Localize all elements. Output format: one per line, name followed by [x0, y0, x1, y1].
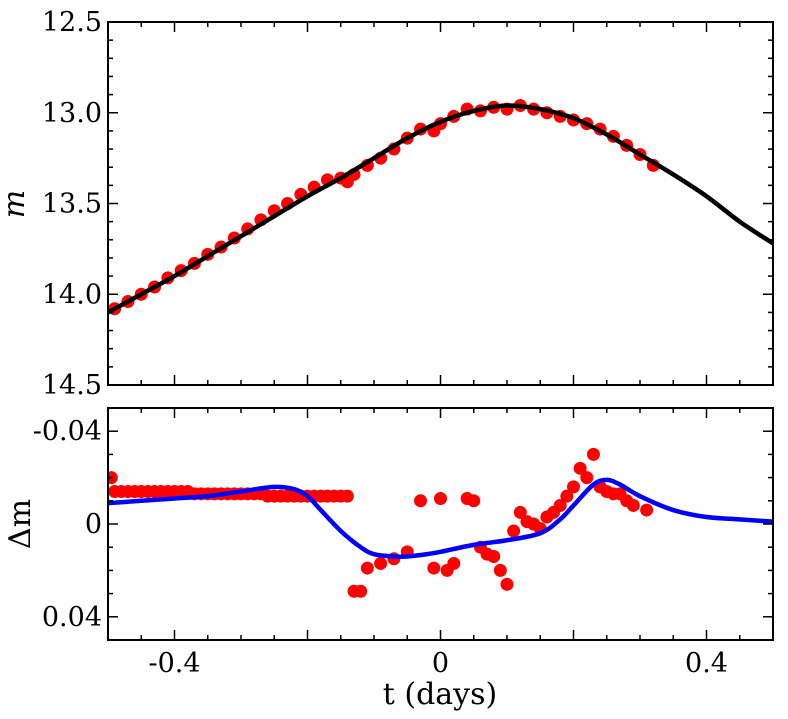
y-tick-label: 13.5 — [42, 189, 102, 220]
top-axis-ticks — [107, 21, 774, 386]
x-axis-label: t (days) — [383, 677, 497, 712]
bottom-data-point — [467, 494, 481, 508]
bottom-data-point — [640, 503, 654, 517]
y-tick-label: 14.0 — [42, 279, 102, 310]
y-tick-label: 0 — [85, 509, 102, 540]
top-panel: 12.5 13.0 13.5 14.0 14.5 m — [0, 7, 774, 401]
x-tick-label: 0.4 — [685, 648, 728, 679]
bottom-data-point — [427, 561, 441, 575]
bottom-data-point — [354, 584, 368, 598]
bottom-y-tick-labels: -0.04 0 0.04 — [33, 416, 102, 633]
bottom-model-line — [108, 477, 773, 560]
bottom-data-point — [626, 498, 640, 512]
bottom-data-point — [586, 447, 600, 461]
top-model-line — [108, 103, 773, 315]
bottom-data-point — [553, 498, 567, 512]
y-tick-label: 14.5 — [42, 370, 102, 401]
top-plot-frame — [107, 21, 774, 386]
bottom-series-residuals — [108, 447, 654, 598]
bottom-y-axis-label: Δm — [3, 499, 38, 549]
y-tick-label: 12.5 — [42, 7, 102, 38]
top-series-observed — [108, 98, 660, 316]
bottom-data-point — [414, 494, 428, 508]
bottom-data-point — [567, 480, 580, 494]
x-tick-label: -0.4 — [148, 648, 200, 679]
bottom-data-point — [374, 556, 388, 570]
y-tick-label: 13.0 — [42, 98, 102, 129]
x-tick-label: 0 — [432, 648, 449, 679]
bottom-axis-ticks — [107, 407, 774, 641]
bottom-data-point — [573, 461, 587, 475]
top-y-tick-labels: 12.5 13.0 13.5 14.0 14.5 — [42, 7, 102, 401]
bottom-data-point — [507, 524, 521, 538]
bottom-data-point — [513, 505, 527, 519]
bottom-data-point — [493, 563, 507, 577]
bottom-data-point — [487, 549, 501, 563]
bottom-data-point — [360, 561, 374, 575]
bottom-plot-frame — [107, 407, 774, 641]
bottom-data-point — [434, 491, 447, 505]
top-y-axis-label: m — [0, 190, 32, 218]
bottom-data-point — [447, 556, 461, 570]
y-tick-label: 0.04 — [42, 602, 102, 633]
bottom-data-point — [580, 471, 594, 485]
bottom-data-point — [340, 489, 354, 503]
bottom-data-point — [500, 577, 514, 591]
y-tick-label: -0.04 — [33, 416, 102, 447]
bottom-data-point — [560, 489, 574, 503]
bottom-panel: -0.04 0 0.04 -0.4 0 0.4 Δm t (days) — [3, 407, 774, 712]
bottom-x-tick-labels: -0.4 0 0.4 — [148, 648, 728, 679]
